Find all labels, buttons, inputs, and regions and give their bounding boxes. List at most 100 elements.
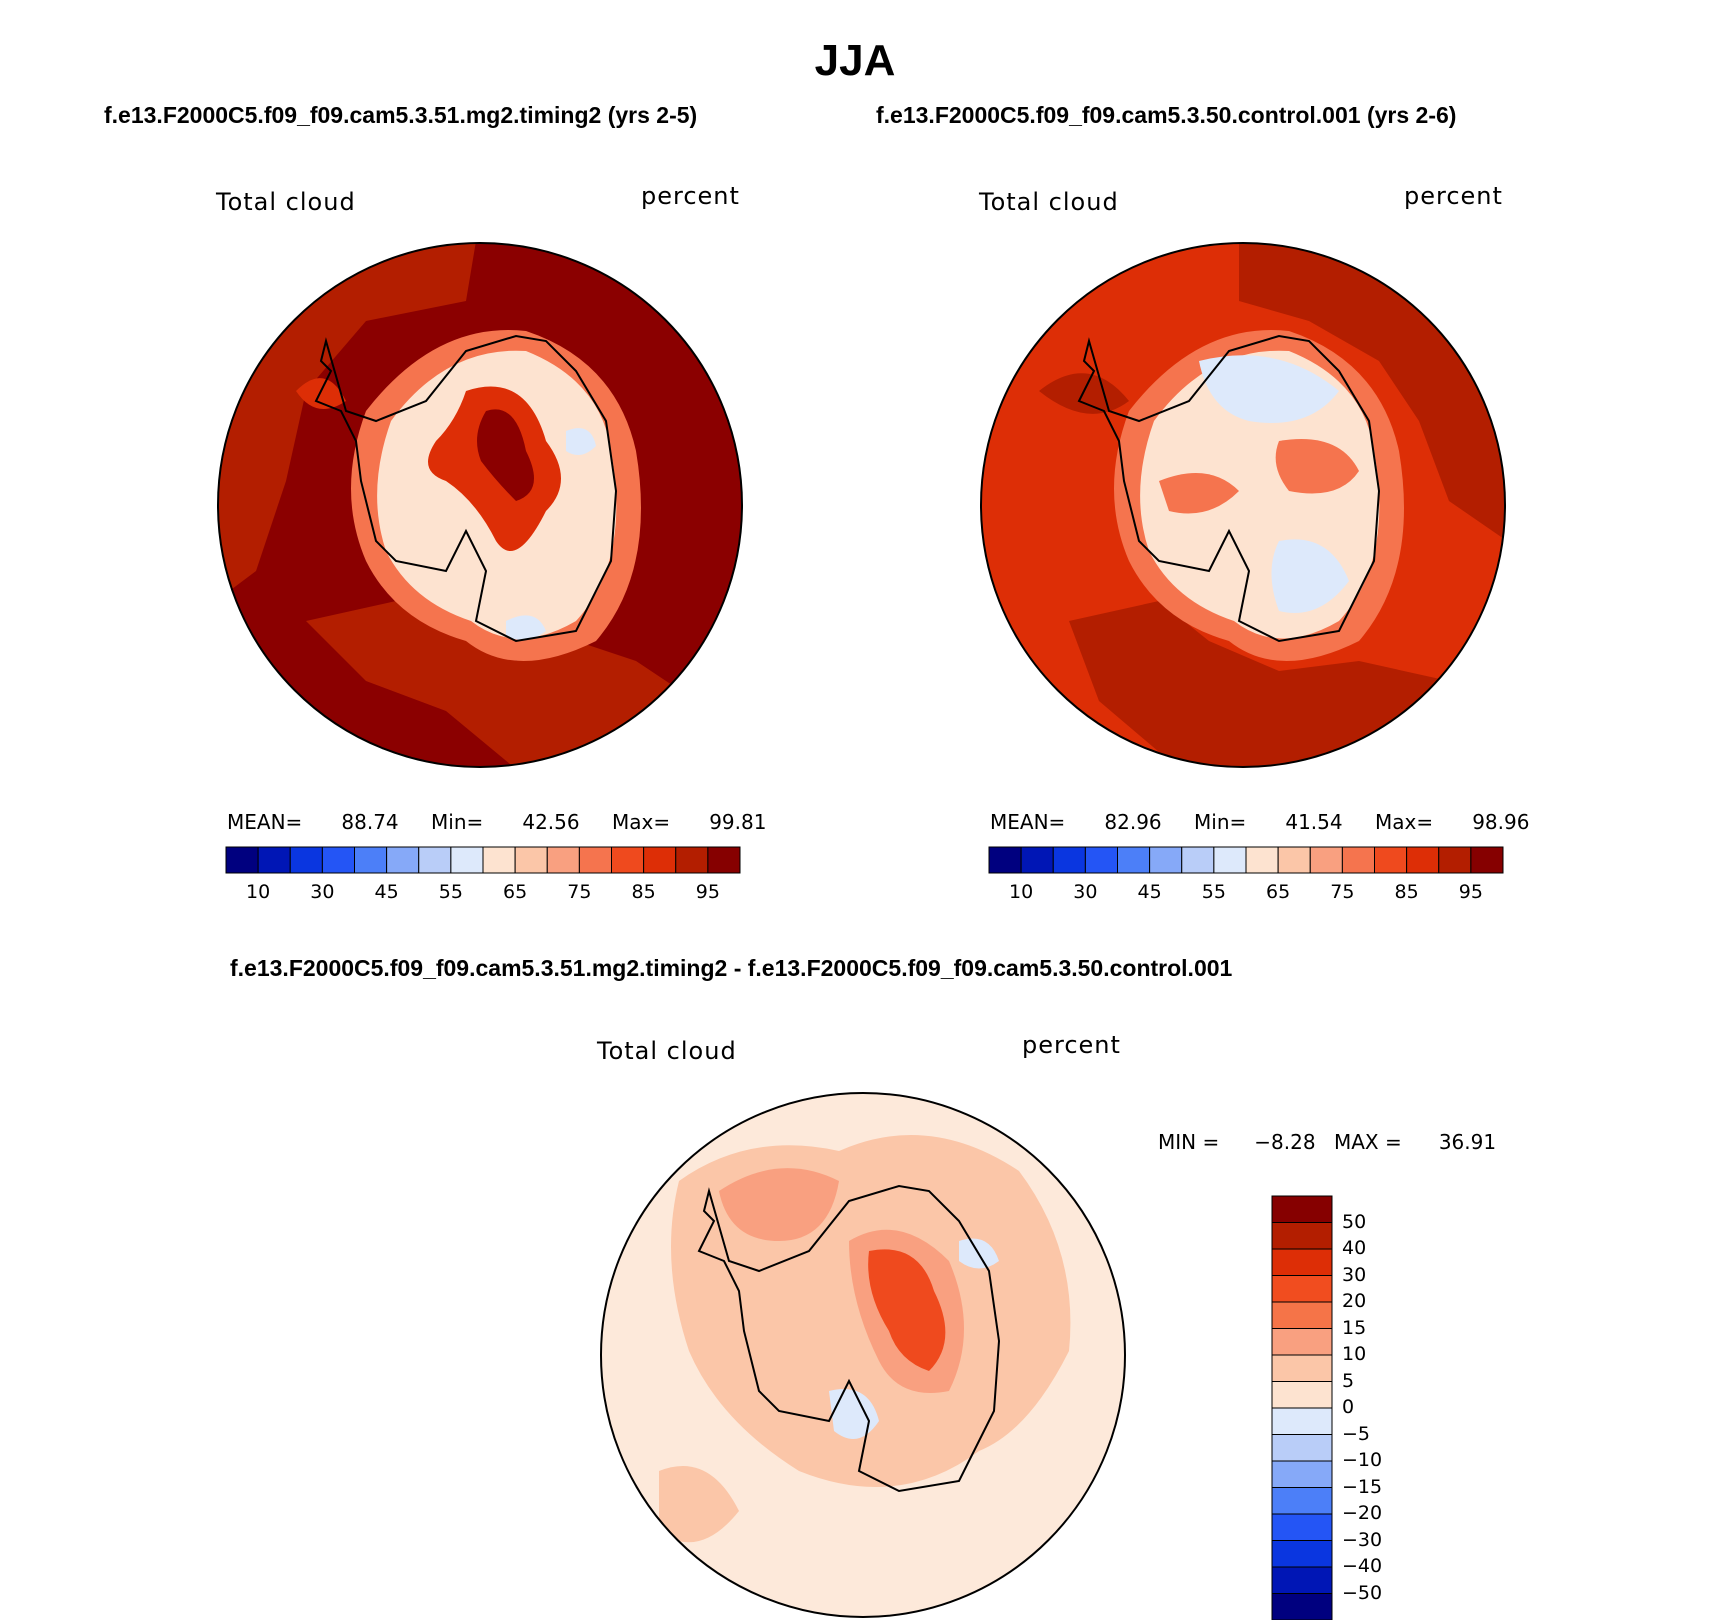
colorbar-swatch [1272,1276,1332,1303]
colorbar-swatch [1272,1461,1332,1488]
colorbar-tick-label: 55 [1194,881,1234,903]
colorbar-swatch [1118,847,1150,873]
colorbar-tick-label: 0 [1342,1396,1354,1418]
colorbar-tick-label: 95 [688,881,728,903]
colorbar-swatch [1310,847,1342,873]
diff-polar-map [599,1091,1127,1619]
colorbar-tick-label: −50 [1342,1582,1382,1604]
colorbar-swatch [1471,847,1503,873]
panel2-polar-map [979,241,1507,769]
panel1-min-label: Min= [431,810,483,834]
colorbar-tick-label: −40 [1342,1555,1382,1577]
panel2-min-label: Min= [1194,810,1246,834]
colorbar-swatch [1150,847,1182,873]
colorbar-swatch [676,847,708,873]
colorbar-tick-label: 75 [1322,881,1362,903]
colorbar-tick-label: 15 [1342,1317,1366,1339]
colorbar-swatch [1272,1408,1332,1435]
colorbar-swatch [1272,1302,1332,1329]
colorbar-swatch [1272,1594,1332,1620]
panel2-mean-label: MEAN= [990,810,1065,834]
colorbar-tick-label: 75 [559,881,599,903]
left-case-title: f.e13.F2000C5.f09_f09.cam5.3.51.mg2.timi… [104,102,697,129]
diff-units-label: percent [1022,1031,1121,1059]
colorbar-swatch [483,847,515,873]
panel2-variable-label: Total cloud [979,188,1119,216]
colorbar-swatch [1272,1514,1332,1541]
colorbar-tick-label: 10 [1342,1343,1366,1365]
colorbar-tick-label: 50 [1342,1211,1366,1233]
colorbar-tick-label: 5 [1342,1370,1354,1392]
page-title: JJA [0,36,1710,86]
colorbar-tick-label: 45 [367,881,407,903]
colorbar-swatch [387,847,419,873]
colorbar-tick-label: 40 [1342,1237,1366,1259]
colorbar-tick-label: 55 [431,881,471,903]
colorbar-swatch [547,847,579,873]
colorbar-tick-label: 10 [1001,881,1041,903]
panel1-max-label: Max= [612,810,670,834]
colorbar-swatch [644,847,676,873]
diff-stats: MIN = −8.28 MAX = 36.91 [1158,1130,1496,1154]
colorbar-tick-label: −20 [1342,1502,1382,1524]
panel1-variable-label: Total cloud [216,188,356,216]
panel1-colorbar [226,847,740,873]
panel1-units-label: percent [641,182,740,210]
panel1-stats: MEAN= 88.74 Min= 42.56 Max= 99.81 [227,810,766,834]
colorbar-swatch [1182,847,1214,873]
colorbar-swatch [1272,1329,1332,1356]
colorbar-swatch [451,847,483,873]
colorbar-swatch [1272,1488,1332,1515]
panel1-min-value: 42.56 [490,810,580,834]
colorbar-swatch [1272,1382,1332,1409]
panel1-max-value: 99.81 [676,810,766,834]
colorbar-swatch [1375,847,1407,873]
colorbar-tick-label: −30 [1342,1529,1382,1551]
colorbar-swatch [1272,1541,1332,1568]
colorbar-swatch [1272,1249,1332,1276]
colorbar-swatch [1272,1196,1332,1223]
colorbar-swatch [1053,847,1085,873]
colorbar-swatch [322,847,354,873]
right-case-title: f.e13.F2000C5.f09_f09.cam5.3.50.control.… [876,102,1456,129]
panel1-mean-value: 88.74 [309,810,399,834]
colorbar-swatch [1272,1435,1332,1462]
colorbar-swatch [226,847,258,873]
diff-min-value: −8.28 [1226,1130,1316,1154]
colorbar-tick-label: −5 [1342,1423,1370,1445]
colorbar-swatch [1272,1355,1332,1382]
panel2-max-label: Max= [1375,810,1433,834]
colorbar-tick-label: 45 [1130,881,1170,903]
panel1-mean-label: MEAN= [227,810,302,834]
colorbar-swatch [1214,847,1246,873]
diff-title: f.e13.F2000C5.f09_f09.cam5.3.51.mg2.timi… [230,955,1232,982]
colorbar-swatch [1272,1567,1332,1594]
colorbar-swatch [579,847,611,873]
colorbar-swatch [258,847,290,873]
colorbar-swatch [708,847,740,873]
panel1-polar-map [216,241,744,769]
colorbar-tick-label: 30 [302,881,342,903]
diff-max-label: MAX = [1334,1130,1402,1154]
panel2-stats: MEAN= 82.96 Min= 41.54 Max= 98.96 [990,810,1529,834]
diff-variable-label: Total cloud [597,1037,737,1065]
colorbar-tick-label: 95 [1451,881,1491,903]
colorbar-swatch [1246,847,1278,873]
colorbar-swatch [1278,847,1310,873]
colorbar-tick-label: 20 [1342,1290,1366,1312]
colorbar-swatch [1407,847,1439,873]
colorbar-swatch [989,847,1021,873]
colorbar-swatch [419,847,451,873]
colorbar-swatch [1272,1223,1332,1250]
diff-max-value: 36.91 [1408,1130,1496,1154]
diff-colorbar [1272,1196,1332,1620]
colorbar-tick-label: −15 [1342,1476,1382,1498]
colorbar-tick-label: 65 [495,881,535,903]
colorbar-tick-label: 10 [238,881,278,903]
panel2-min-value: 41.54 [1253,810,1343,834]
colorbar-tick-label: 30 [1342,1264,1366,1286]
panel2-units-label: percent [1404,182,1503,210]
colorbar-swatch [1085,847,1117,873]
colorbar-swatch [1439,847,1471,873]
colorbar-tick-label: −10 [1342,1449,1382,1471]
